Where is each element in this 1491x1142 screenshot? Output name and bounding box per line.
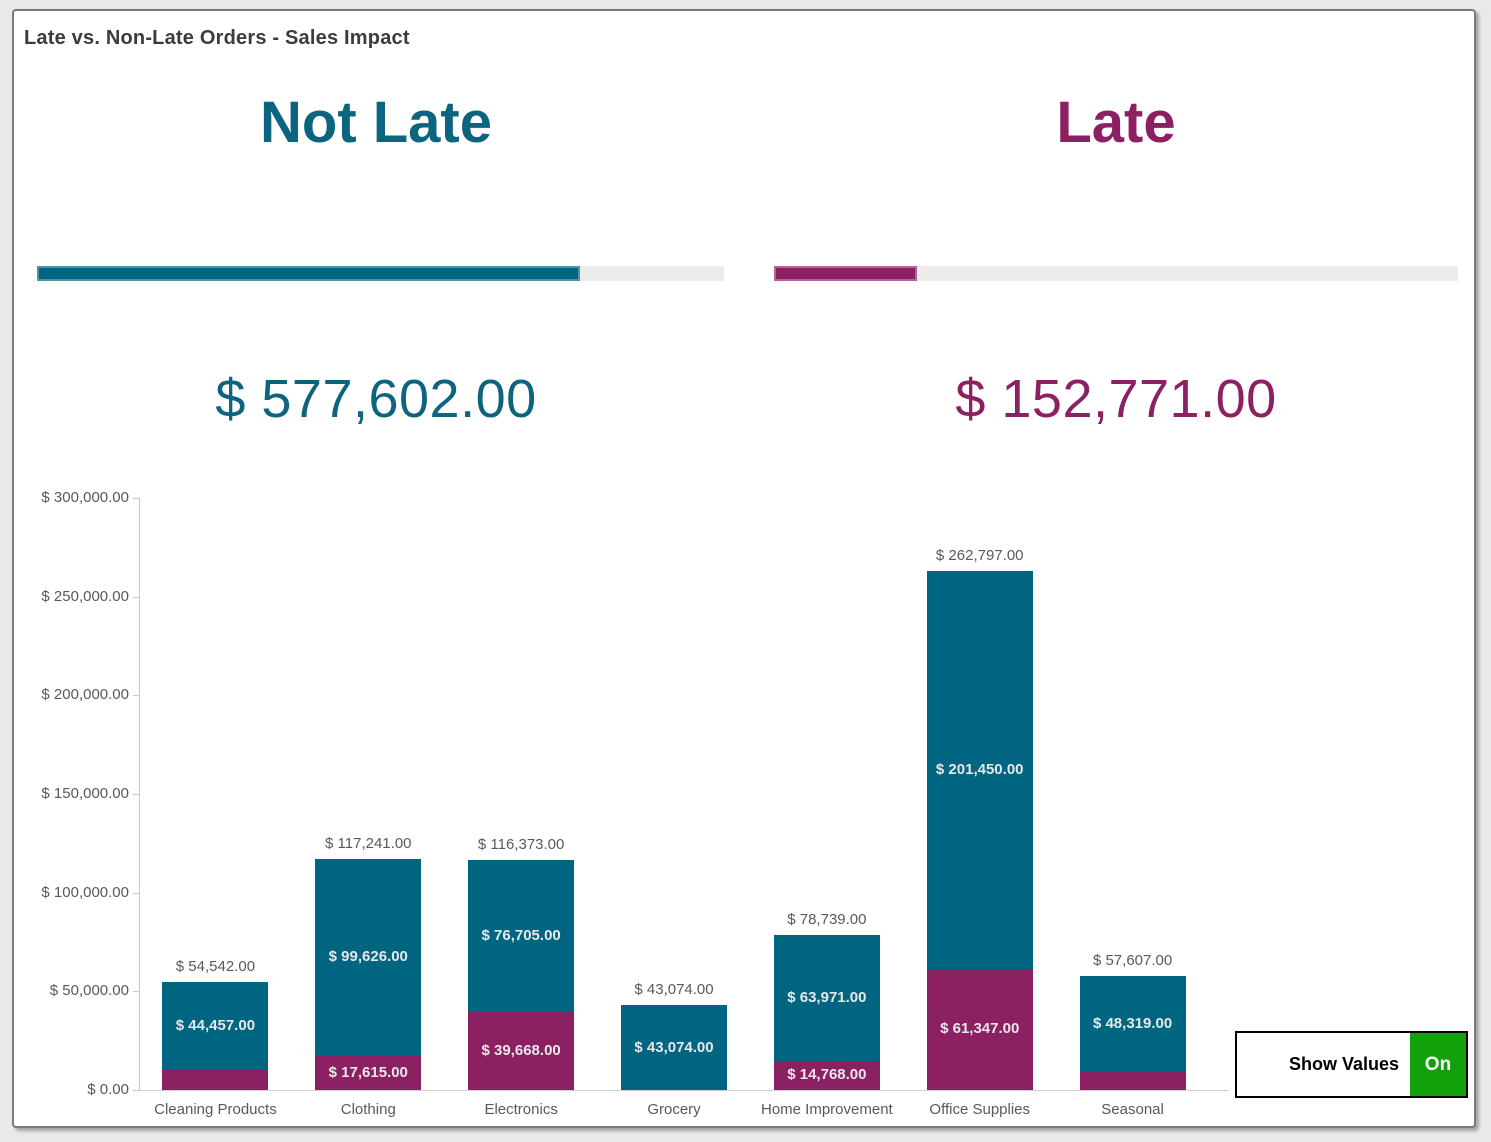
bar-segment-not-late[interactable] [773,934,880,1061]
x-axis-category-label: Office Supplies [929,1101,1031,1118]
x-axis-category-label: Cleaning Products [154,1101,277,1118]
bar-segment-not-late-value-label: $ 76,705.00 [481,927,561,945]
bar-segment-not-late[interactable] [926,571,1033,969]
bar-total-label: $ 117,241.00 [325,834,412,852]
show-values-state-button[interactable]: On [1410,1033,1466,1096]
show-values-toggle[interactable]: Show Values On [1235,1031,1468,1098]
bar-segment-not-late[interactable] [621,1005,727,1090]
y-axis-line [139,498,140,1090]
x-axis-category-label: Home Improvement [761,1101,893,1118]
y-axis-tick-label: $ 300,000.00 [41,489,129,506]
bar-segment-late[interactable] [162,1070,269,1090]
y-axis-tick-mark [133,892,139,894]
kpi-late-title: Late [1056,90,1176,155]
bar-segment-late-value-label: $ 14,768.00 [787,1066,867,1084]
y-axis-tick-label: $ 150,000.00 [41,785,129,802]
x-axis-category-label: Electronics [484,1101,558,1118]
kpi-not-late-progress-track [37,266,724,281]
x-axis-line [139,1090,1229,1091]
y-axis-tick-label: $ 50,000.00 [49,982,129,1000]
bar-segment-not-late-value-label: $ 63,971.00 [787,988,867,1006]
y-axis-tick-label: $ 0.00 [87,1081,129,1098]
bar-total-label: $ 54,542.00 [175,958,256,976]
kpi-late-progress-track [774,266,1458,281]
y-axis-tick-label: $ 100,000.00 [41,883,129,901]
y-axis-tick-mark [133,596,139,598]
bar-segment-not-late-value-label: $ 43,074.00 [634,1038,714,1056]
bar-segment-late-value-label: $ 17,615.00 [328,1063,408,1081]
bar-segment-late[interactable] [926,968,1033,1090]
show-values-label: Show Values [1288,1054,1399,1074]
kpi-not-late-value: $ 577,602.00 [215,369,537,429]
bar-segment-not-late[interactable] [1079,976,1186,1072]
bar-segment-late-value-label: $ 39,668.00 [481,1041,561,1059]
x-axis-category-label: Grocery [647,1101,701,1118]
bar-segment-late[interactable] [315,1055,422,1090]
bar-segment-late-value-label: $ 61,347.00 [940,1020,1020,1038]
kpi-late-value: $ 152,771.00 [955,369,1277,429]
page-title: Late vs. Non-Late Orders - Sales Impact [24,27,410,49]
x-axis-category-label: Clothing [340,1101,396,1118]
bar-segment-not-late[interactable] [162,982,269,1071]
y-axis-tick-mark [133,794,139,795]
y-axis-tick-label: $ 200,000.00 [41,686,129,704]
y-axis-tick-mark [133,1090,139,1091]
bar-segment-late[interactable] [468,1011,575,1090]
bar-total-label: $ 78,739.00 [787,910,867,928]
bar-segment-not-late-value-label: $ 99,626.00 [328,947,408,965]
bar-segment-not-late[interactable] [315,858,422,1056]
x-axis-category-label: Seasonal [1101,1101,1164,1118]
bar-segment-late[interactable] [1079,1071,1186,1090]
y-axis-tick-mark [133,991,139,993]
bar-segment-not-late-value-label: $ 48,319.00 [1092,1014,1173,1032]
bar-total-label: $ 57,607.00 [1092,952,1173,970]
bar-total-label: $ 262,797.00 [935,547,1024,565]
bar-segment-not-late-value-label: $ 44,457.00 [175,1017,256,1035]
bar-segment-late[interactable] [773,1060,880,1090]
y-axis-tick-mark [133,498,139,499]
bar-total-label: $ 43,074.00 [634,981,714,998]
bar-total-label: $ 116,373.00 [477,836,565,854]
stacked-bar-chart: $ 0.00 $ 50,000.00 $ 100,000.00 $ 150,000.0… [14,11,1478,1130]
y-axis-tick-mark [133,695,139,697]
y-axis-tick-label: $ 250,000.00 [41,587,129,605]
bar-segment-not-late[interactable] [468,860,575,1012]
kpi-late-progress-fill [774,266,917,281]
kpi-not-late-title: Not Late [260,90,492,155]
kpi-not-late-progress-fill [37,266,581,281]
dashboard-panel: Late vs. Non-Late Orders - Sales Impact … [12,9,1476,1128]
bar-segment-not-late-value-label: $ 201,450.00 [935,761,1024,779]
